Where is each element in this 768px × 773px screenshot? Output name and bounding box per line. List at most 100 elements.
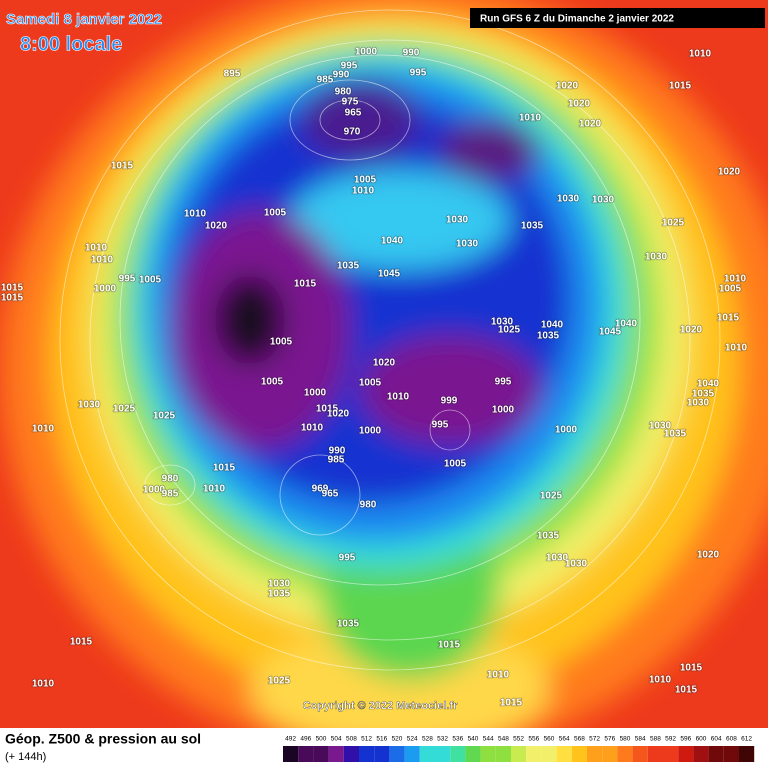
- scale-cell: [511, 746, 527, 762]
- scale-cell: [541, 746, 557, 762]
- isobar-label: 1015: [294, 279, 317, 290]
- isobar-label: 1010: [32, 424, 55, 435]
- scale-cell: [328, 746, 344, 762]
- isobar-label: 1030: [491, 317, 514, 328]
- isobar-label: 1010: [203, 484, 226, 495]
- isobar-label: 1025: [268, 676, 291, 687]
- isobar-label: 1040: [541, 320, 564, 331]
- isobar-label: 1030: [649, 421, 672, 432]
- isobar-label: 985: [328, 455, 345, 466]
- scale-cell: [465, 746, 481, 762]
- scale-label: 536: [452, 736, 463, 743]
- isobar-label: 1005: [261, 377, 284, 388]
- isobar-label: 995: [432, 420, 449, 431]
- isobar-label: 1000: [555, 425, 578, 436]
- isobar-label: 1035: [521, 221, 544, 232]
- isobar-label: 995: [341, 61, 358, 72]
- isobar-label: 1015: [717, 313, 740, 324]
- isobar-label: 1030: [456, 239, 479, 250]
- copyright: Copyright © 2022 Meteociel.fr: [303, 700, 459, 712]
- footer-lead: (+ 144h): [5, 751, 46, 763]
- scale-cell: [450, 746, 466, 762]
- scale-cell: [739, 746, 755, 762]
- isobar-label: 1015: [213, 463, 236, 474]
- scale-label: 612: [741, 736, 752, 743]
- run-label: Run GFS 6 Z du Dimanche 2 janvier 2022: [480, 14, 674, 25]
- isobar-label: 1015: [1, 293, 24, 304]
- isobar-label: 1040: [615, 319, 638, 330]
- isobar-label: 1005: [264, 208, 287, 219]
- isobar-label: 1010: [519, 113, 542, 124]
- footer-title: Géop. Z500 & pression au sol: [5, 731, 201, 747]
- scale-cell: [693, 746, 709, 762]
- isobar-label: 1010: [725, 343, 748, 354]
- isobar-label: 1010: [32, 679, 55, 690]
- isobar-label: 1020: [579, 119, 602, 130]
- isobar-label: 1005: [270, 337, 293, 348]
- isobar-label: 990: [403, 48, 420, 59]
- isobar-label: 965: [345, 108, 362, 119]
- isobar-label: 1015: [680, 663, 703, 674]
- scale-label: 600: [696, 736, 707, 743]
- isobar-label: 1035: [537, 531, 560, 542]
- scale-cell: [389, 746, 405, 762]
- isobar-label: 1025: [540, 491, 563, 502]
- scale-cell: [419, 746, 435, 762]
- isobar-label: 1035: [337, 261, 360, 272]
- isobar-label: 1020: [718, 167, 741, 178]
- scale-cell: [723, 746, 739, 762]
- isobar-label: 895: [224, 69, 241, 80]
- isobar-label: 1030: [78, 400, 101, 411]
- isobar-label: 1025: [662, 218, 685, 229]
- scale-label: 584: [635, 736, 646, 743]
- isobar-label: 1010: [487, 670, 510, 681]
- isobar-label: 1010: [689, 49, 712, 60]
- scale-label: 556: [528, 736, 539, 743]
- isobar-label: 1015: [70, 637, 93, 648]
- scale-cell: [404, 746, 420, 762]
- isobar-label: 980: [162, 474, 179, 485]
- isobar-label: 1015: [1, 283, 24, 294]
- isobar-label: 1020: [205, 221, 228, 232]
- isobar-label: 985: [162, 489, 179, 500]
- isobar-label: 1020: [556, 81, 579, 92]
- isobar-label: 1010: [352, 186, 375, 197]
- isobar-label: 990: [329, 446, 346, 457]
- scale-cell: [663, 746, 679, 762]
- scale-cell: [283, 746, 299, 762]
- scale-cell: [632, 746, 648, 762]
- scale-label: 524: [407, 736, 418, 743]
- scale-cell: [526, 746, 542, 762]
- scale-cell: [374, 746, 390, 762]
- isobar-label: 1030: [557, 194, 580, 205]
- scale-label: 512: [361, 736, 372, 743]
- scale-label: 576: [604, 736, 615, 743]
- isobar-label: 1005: [359, 378, 382, 389]
- isobar-label: 1030: [268, 579, 291, 590]
- isobar-label: 1010: [85, 243, 108, 254]
- scale-cell: [298, 746, 314, 762]
- isobar-label: 1025: [498, 325, 521, 336]
- isobar-label: 1015: [438, 640, 461, 651]
- scale-label: 568: [574, 736, 585, 743]
- scale-label: 528: [422, 736, 433, 743]
- isobar-label: 1035: [537, 331, 560, 342]
- isobar-label: 1005: [719, 284, 742, 295]
- isobar-label: 990: [333, 70, 350, 81]
- isobar-label: 1010: [91, 255, 114, 266]
- isobar-label: 980: [360, 500, 377, 511]
- isobar-label: 1005: [354, 175, 377, 186]
- scale-cell: [313, 746, 329, 762]
- isobar-label: 1010: [301, 423, 324, 434]
- isobar-label: 970: [344, 127, 361, 138]
- isobar-label: 1005: [139, 275, 162, 286]
- scale-cell: [587, 746, 603, 762]
- isobar-label: 1030: [446, 215, 469, 226]
- isobar-label: 1040: [697, 379, 720, 390]
- scale-label: 520: [392, 736, 403, 743]
- isobar-label: 1045: [599, 327, 622, 338]
- isobar-label: 1000: [492, 405, 515, 416]
- isobar-label: 1000: [143, 485, 166, 496]
